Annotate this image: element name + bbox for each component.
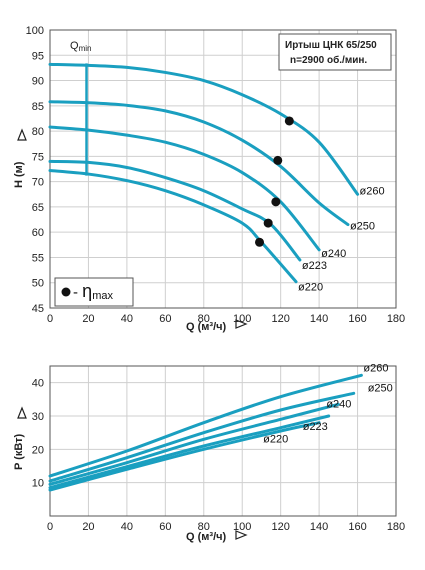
- eta-max-point: [273, 155, 283, 165]
- x-tick-label: 140: [310, 313, 328, 325]
- series-line-ø250: [48, 391, 356, 483]
- power-chart-ticks: 0 20 40 60 80 100 120 140 160 180 10 20 30 40: [32, 378, 405, 533]
- y-tick-label: 30: [32, 411, 44, 423]
- eta-max-point: [263, 218, 273, 228]
- x-tick-label: 120: [271, 521, 289, 533]
- series-line-ø220: [48, 169, 298, 284]
- x-arrow-icon: [235, 530, 248, 540]
- y-tick-label: 70: [32, 177, 44, 189]
- y-tick-label: 10: [32, 478, 44, 490]
- x-tick-label: 180: [387, 521, 405, 533]
- y-arrow-icon: [17, 128, 27, 141]
- y-tick-label: 60: [32, 227, 44, 239]
- series-label: ø250: [368, 382, 393, 394]
- x-tick-label: 40: [121, 313, 133, 325]
- series-label: ø240: [321, 248, 346, 260]
- x-tick-label: 100: [233, 313, 251, 325]
- y-tick-label: 95: [32, 50, 44, 62]
- y-tick-label: 50: [32, 278, 44, 290]
- chart-subtitle: n=2900 об./мин.: [290, 54, 367, 66]
- eta-max-point: [271, 197, 281, 207]
- y-tick-label: 90: [32, 76, 44, 88]
- series-line-ø260: [48, 373, 363, 478]
- y-tick-label: 100: [26, 25, 44, 37]
- y-tick-label: 85: [32, 101, 44, 113]
- y-tick-label: 45: [32, 303, 44, 315]
- series-line-ø223: [48, 414, 331, 490]
- series-label: ø220: [263, 434, 288, 446]
- x-tick-label: 160: [348, 521, 366, 533]
- series-label: ø250: [350, 221, 375, 233]
- power-curves: [48, 373, 363, 492]
- x-tick-label: 160: [348, 313, 366, 325]
- series-label: ø260: [363, 362, 388, 374]
- power-y-axis-label: P (кВт): [13, 433, 25, 470]
- y-tick-label: 80: [32, 126, 44, 138]
- head-x-axis-label: Q (м³/ч): [186, 321, 227, 333]
- x-tick-label: 120: [271, 313, 289, 325]
- chart-title: Иртыш ЦНК 65/250: [285, 40, 377, 51]
- y-arrow-icon: [17, 406, 27, 419]
- legend-eta-max: - ηmax: [73, 281, 113, 302]
- power-curve-labels: ø260 ø250 ø240 ø223 ø220: [263, 362, 393, 445]
- series-line-ø250: [48, 100, 350, 227]
- y-tick-label: 55: [32, 252, 44, 264]
- x-tick-label: 20: [82, 521, 94, 533]
- x-tick-label: 60: [159, 313, 171, 325]
- power-chart-frame: [49, 365, 397, 517]
- x-tick-label: 140: [310, 521, 328, 533]
- x-tick-label: 0: [47, 521, 53, 533]
- x-tick-label: 20: [82, 313, 94, 325]
- power-x-axis-label: Q (м³/ч): [186, 531, 227, 543]
- x-tick-label: 0: [47, 313, 53, 325]
- y-tick-label: 40: [32, 378, 44, 390]
- x-tick-label: 60: [159, 521, 171, 533]
- x-tick-label: 180: [387, 313, 405, 325]
- y-tick-label: 20: [32, 444, 44, 456]
- title-box: [278, 33, 392, 71]
- head-chart-grid: [49, 29, 397, 309]
- eta-max-point: [284, 116, 294, 126]
- x-arrow-icon: [235, 319, 248, 329]
- head-y-axis-label: H (м): [13, 161, 25, 188]
- eta-max-point: [255, 237, 265, 247]
- series-label: ø223: [303, 421, 328, 433]
- series-label: ø260: [360, 185, 385, 197]
- head-chart-frame: [49, 29, 397, 309]
- x-tick-label: 40: [121, 521, 133, 533]
- series-line-ø220: [48, 421, 321, 492]
- series-label: ø223: [302, 260, 327, 272]
- y-tick-label: 65: [32, 202, 44, 214]
- eta-max-points: [255, 116, 294, 247]
- series-label: ø240: [326, 398, 351, 410]
- qmin-label: Qmin: [70, 40, 91, 53]
- legend-marker: [61, 287, 71, 297]
- series-line-ø240: [48, 402, 340, 486]
- x-tick-label: 80: [198, 313, 210, 325]
- head-chart-ticks: 0 20 40 60 80 100 120 140 160 180 45 50 55 60 65 70 75 80…: [26, 25, 406, 325]
- x-tick-label: 100: [233, 521, 251, 533]
- series-label: ø220: [298, 282, 323, 294]
- series-line-ø260: [48, 62, 360, 196]
- x-tick-label: 80: [198, 521, 210, 533]
- y-tick-label: 75: [32, 151, 44, 163]
